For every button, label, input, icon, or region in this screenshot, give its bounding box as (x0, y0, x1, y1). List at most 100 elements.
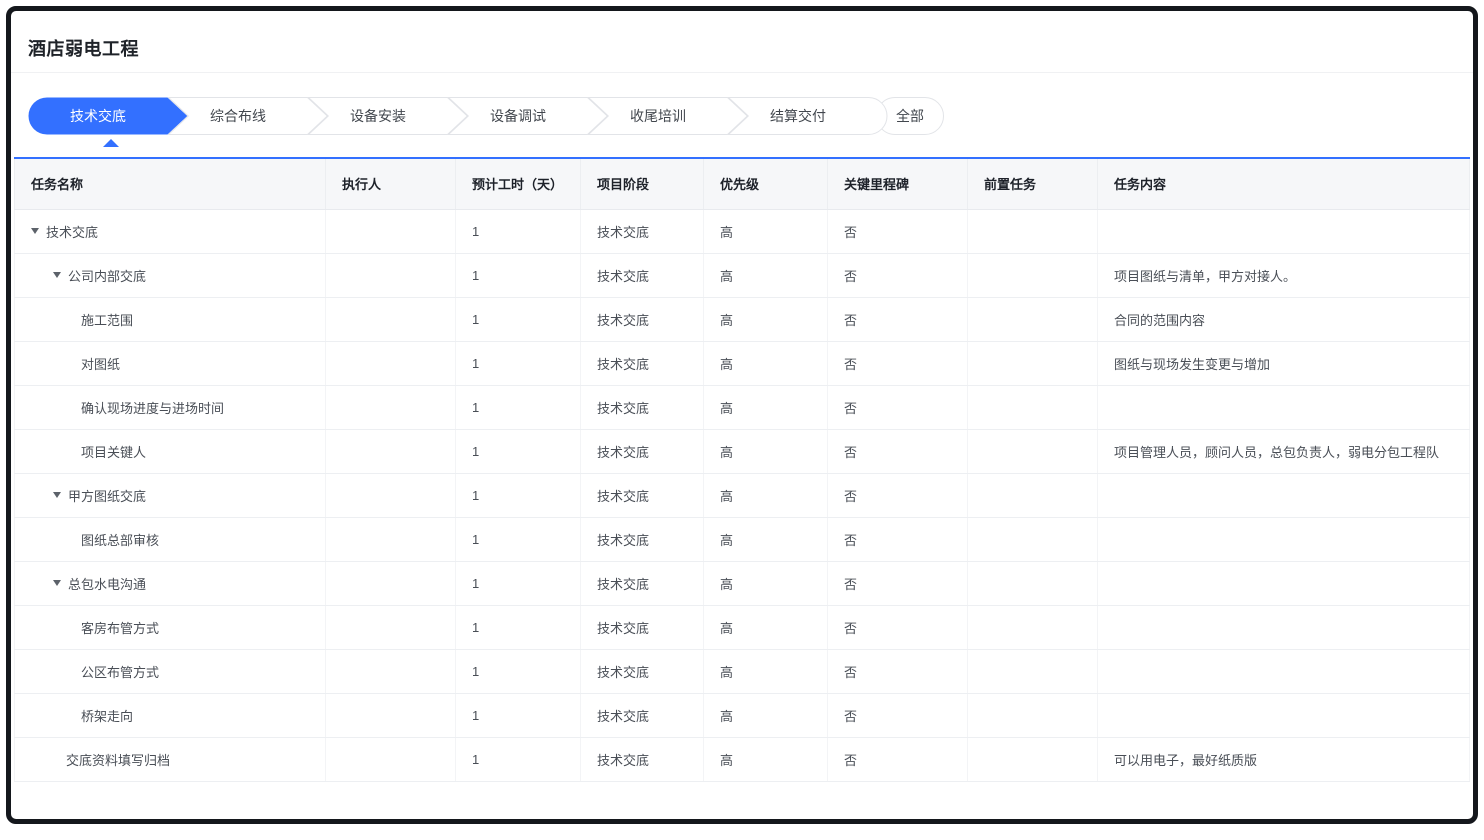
cell-task-content: 项目图纸与清单，甲方对接人。 (1097, 253, 1470, 298)
cell-executor (325, 297, 456, 342)
phase-tab-1[interactable]: 技术交底 (28, 97, 188, 135)
cell-priority: 高 (703, 473, 828, 518)
cell-executor (325, 253, 456, 298)
column-header-2: 执行人 (325, 159, 456, 210)
cell-task-name: 公区布管方式 (14, 649, 326, 694)
cell-key-milestone: 否 (827, 297, 968, 342)
table-row[interactable]: 图纸总部审核 1 技术交底高否 (14, 517, 1470, 562)
cell-priority: 高 (703, 605, 828, 650)
expand-caret-icon[interactable] (53, 580, 61, 586)
phase-tab-label: 技术交底 (70, 108, 126, 124)
cell-task-content: 可以用电子，最好纸质版 (1097, 737, 1470, 782)
task-name-label: 技术交底 (46, 224, 99, 240)
cell-task-name: 对图纸 (14, 341, 326, 386)
table-row[interactable]: 桥架走向 1 技术交底高否 (14, 693, 1470, 738)
cell-estimated-days: 1 (455, 473, 581, 518)
tab-chevron-shape (28, 97, 188, 135)
task-name-label: 桥架走向 (81, 708, 134, 724)
cell-project-phase: 技术交底 (580, 649, 704, 694)
cell-executor (325, 517, 456, 562)
cell-priority: 高 (703, 341, 828, 386)
table-row[interactable]: 甲方图纸交底 1 技术交底高否 (14, 473, 1470, 518)
phase-tab-label: 设备安装 (350, 108, 406, 124)
phase-tab-3[interactable]: 设备安装 (308, 97, 468, 135)
cell-estimated-days: 1 (455, 341, 581, 386)
cell-priority: 高 (703, 429, 828, 474)
tab-chevron-shape (588, 97, 748, 135)
expand-caret-icon[interactable] (31, 228, 39, 234)
cell-task-name: 甲方图纸交底 (14, 473, 326, 518)
column-header-6: 关键里程碑 (827, 159, 968, 210)
table-row[interactable]: 客房布管方式 1 技术交底高否 (14, 605, 1470, 650)
table-row[interactable]: 技术交底 1 技术交底高否 (14, 209, 1470, 254)
phase-tab-5[interactable]: 收尾培训 (588, 97, 748, 135)
task-table-wrap: 任务名称 执行人 预计工时（天） 项目阶段 优先级 关键里程碑 前置任务 任务内容 技术交底 1… (14, 157, 1470, 782)
task-table: 任务名称 执行人 预计工时（天） 项目阶段 优先级 关键里程碑 前置任务 任务内容 技术交底 1… (14, 159, 1470, 782)
cell-key-milestone: 否 (827, 253, 968, 298)
cell-executor (325, 561, 456, 606)
cell-executor (325, 429, 456, 474)
phase-tab-6[interactable]: 结算交付 (728, 97, 888, 135)
column-header-3: 预计工时（天） (455, 159, 581, 210)
table-row[interactable]: 对图纸 1 技术交底高否 图纸与现场发生变更与增加 (14, 341, 1470, 386)
cell-executor (325, 605, 456, 650)
cell-predecessor-task (967, 429, 1098, 474)
cell-executor (325, 473, 456, 518)
cell-priority: 高 (703, 517, 828, 562)
table-row[interactable]: 交底资料填写归档 1 技术交底高否 可以用电子，最好纸质版 (14, 737, 1470, 782)
cell-project-phase: 技术交底 (580, 209, 704, 254)
table-row[interactable]: 公区布管方式 1 技术交底高否 (14, 649, 1470, 694)
cell-predecessor-task (967, 341, 1098, 386)
expand-caret-icon[interactable] (53, 272, 61, 278)
cell-estimated-days: 1 (455, 253, 581, 298)
cell-project-phase: 技术交底 (580, 341, 704, 386)
cell-key-milestone: 否 (827, 473, 968, 518)
cell-priority: 高 (703, 561, 828, 606)
table-header-row: 任务名称 执行人 预计工时（天） 项目阶段 优先级 关键里程碑 前置任务 任务内容 (14, 159, 1470, 210)
active-tab-caret-icon (103, 139, 119, 147)
cell-predecessor-task (967, 473, 1098, 518)
cell-task-content (1097, 209, 1470, 254)
cell-project-phase: 技术交底 (580, 605, 704, 650)
phase-tab-2[interactable]: 综合布线 (168, 97, 328, 135)
cell-project-phase: 技术交底 (580, 385, 704, 430)
table-row[interactable]: 确认现场进度与进场时间 1 技术交底高否 (14, 385, 1470, 430)
cell-key-milestone: 否 (827, 561, 968, 606)
cell-executor (325, 385, 456, 430)
table-row[interactable]: 项目关键人 1 技术交底高否 项目管理人员，顾问人员，总包负责人，弱电分包工程队 (14, 429, 1470, 474)
expand-caret-icon[interactable] (53, 492, 61, 498)
phase-tab-4[interactable]: 设备调试 (448, 97, 608, 135)
phase-tab-label: 收尾培训 (630, 108, 686, 124)
cell-priority: 高 (703, 693, 828, 738)
cell-predecessor-task (967, 561, 1098, 606)
cell-task-content (1097, 517, 1470, 562)
cell-predecessor-task (967, 297, 1098, 342)
task-name-label: 对图纸 (81, 356, 121, 372)
cell-executor (325, 341, 456, 386)
cell-task-content (1097, 693, 1470, 738)
table-row[interactable]: 总包水电沟通 1 技术交底高否 (14, 561, 1470, 606)
cell-estimated-days: 1 (455, 385, 581, 430)
task-name-label: 客房布管方式 (81, 620, 160, 636)
cell-task-name: 图纸总部审核 (14, 517, 326, 562)
cell-project-phase: 技术交底 (580, 561, 704, 606)
task-name-label: 总包水电沟通 (68, 576, 147, 592)
cell-estimated-days: 1 (455, 693, 581, 738)
cell-task-name: 客房布管方式 (14, 605, 326, 650)
task-name-label: 项目关键人 (81, 444, 147, 460)
column-header-4: 项目阶段 (580, 159, 704, 210)
cell-key-milestone: 否 (827, 209, 968, 254)
table-row[interactable]: 施工范围 1 技术交底高否 合同的范围内容 (14, 297, 1470, 342)
cell-task-name: 交底资料填写归档 (14, 737, 326, 782)
cell-estimated-days: 1 (455, 209, 581, 254)
task-name-label: 公区布管方式 (81, 664, 160, 680)
cell-priority: 高 (703, 737, 828, 782)
table-row[interactable]: 公司内部交底 1 技术交底高否 项目图纸与清单，甲方对接人。 (14, 253, 1470, 298)
cell-predecessor-task (967, 605, 1098, 650)
cell-key-milestone: 否 (827, 385, 968, 430)
cell-executor (325, 693, 456, 738)
cell-predecessor-task (967, 253, 1098, 298)
phase-tabs: 技术交底 综合布线 设备安装 设备调试 收尾培训 结算交付 全部 (11, 73, 1473, 157)
cell-predecessor-task (967, 693, 1098, 738)
cell-key-milestone: 否 (827, 605, 968, 650)
